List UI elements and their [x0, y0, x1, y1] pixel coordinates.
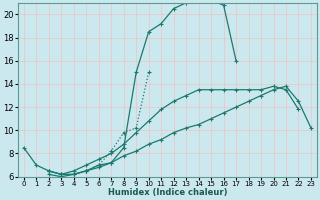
X-axis label: Humidex (Indice chaleur): Humidex (Indice chaleur)	[108, 188, 227, 197]
